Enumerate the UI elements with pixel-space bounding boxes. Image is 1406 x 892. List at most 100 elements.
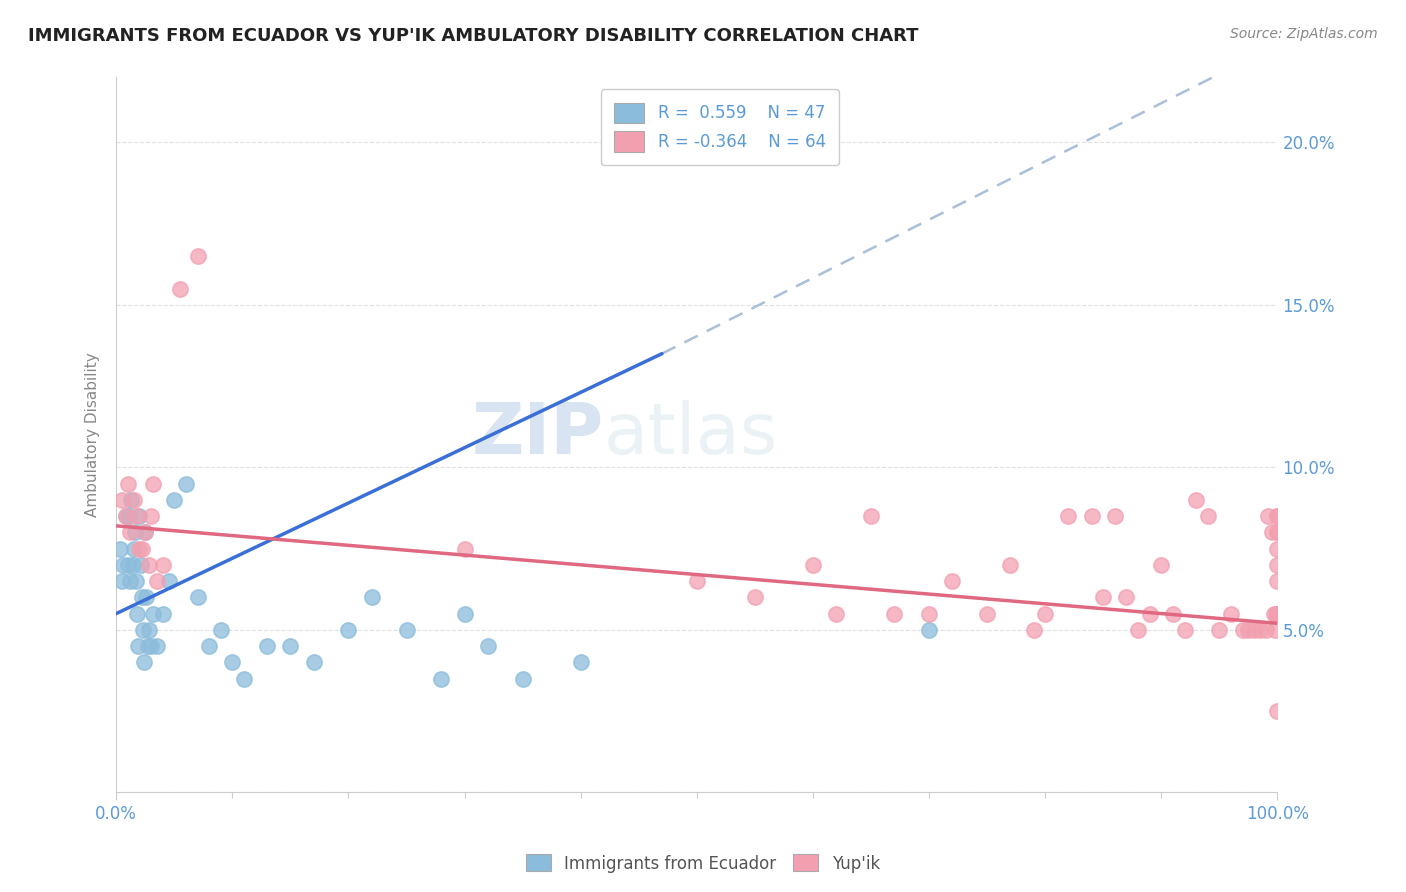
Point: [152, 607, 174, 621]
Text: Source: ZipAtlas.com: Source: ZipAtlas.com: [1230, 27, 1378, 41]
Point: [453, 541, 475, 556]
Legend: Immigrants from Ecuador, Yup'ik: Immigrants from Ecuador, Yup'ik: [519, 847, 887, 880]
Point: [221, 656, 243, 670]
Point: [1263, 607, 1285, 621]
Point: [1139, 607, 1161, 621]
Point: [129, 558, 152, 572]
Point: [453, 607, 475, 621]
Y-axis label: Ambulatory Disability: Ambulatory Disability: [86, 352, 100, 517]
Point: [120, 525, 142, 540]
Point: [512, 672, 534, 686]
Point: [142, 607, 165, 621]
Point: [117, 476, 139, 491]
Point: [127, 639, 149, 653]
Point: [256, 639, 278, 653]
Point: [1260, 525, 1282, 540]
Point: [127, 509, 149, 524]
Point: [152, 558, 174, 572]
Point: [139, 639, 162, 653]
Point: [918, 607, 941, 621]
Point: [128, 541, 150, 556]
Point: [146, 574, 169, 588]
Point: [121, 558, 143, 572]
Point: [131, 591, 153, 605]
Point: [801, 558, 824, 572]
Point: [302, 656, 325, 670]
Point: [1267, 525, 1289, 540]
Point: [1161, 607, 1184, 621]
Point: [1267, 607, 1289, 621]
Point: [209, 623, 232, 637]
Point: [142, 476, 165, 491]
Point: [686, 574, 709, 588]
Point: [1150, 558, 1173, 572]
Point: [111, 574, 134, 588]
Point: [125, 574, 148, 588]
Point: [1249, 623, 1271, 637]
Point: [569, 656, 592, 670]
Point: [1232, 623, 1254, 637]
Text: IMMIGRANTS FROM ECUADOR VS YUP'IK AMBULATORY DISABILITY CORRELATION CHART: IMMIGRANTS FROM ECUADOR VS YUP'IK AMBULA…: [28, 27, 918, 45]
Point: [1208, 623, 1230, 637]
Point: [128, 509, 150, 524]
Point: [118, 509, 141, 524]
Point: [174, 476, 197, 491]
Point: [1243, 623, 1265, 637]
Point: [1267, 525, 1289, 540]
Point: [1267, 607, 1289, 621]
Point: [198, 639, 221, 653]
Point: [1257, 509, 1279, 524]
Point: [1254, 623, 1277, 637]
Point: [108, 541, 131, 556]
Point: [1104, 509, 1126, 524]
Point: [395, 623, 418, 637]
Point: [1057, 509, 1080, 524]
Point: [1173, 623, 1195, 637]
Point: [1237, 623, 1260, 637]
Point: [117, 558, 139, 572]
Point: [1185, 492, 1208, 507]
Point: [859, 509, 882, 524]
Point: [1000, 558, 1022, 572]
Point: [124, 525, 146, 540]
Text: ZIP: ZIP: [471, 401, 605, 469]
Point: [1267, 509, 1289, 524]
Point: [233, 672, 256, 686]
Point: [883, 607, 905, 621]
Point: [1115, 591, 1137, 605]
Point: [1267, 541, 1289, 556]
Point: [134, 656, 156, 670]
Point: [976, 607, 998, 621]
Point: [477, 639, 499, 653]
Point: [1267, 574, 1289, 588]
Point: [138, 623, 160, 637]
Point: [134, 525, 156, 540]
Point: [337, 623, 360, 637]
Point: [187, 591, 209, 605]
Point: [163, 492, 186, 507]
Point: [1092, 591, 1115, 605]
Point: [1220, 607, 1243, 621]
Point: [127, 607, 149, 621]
Point: [1033, 607, 1056, 621]
Text: atlas: atlas: [605, 401, 779, 469]
Point: [146, 639, 169, 653]
Point: [120, 574, 142, 588]
Point: [1267, 558, 1289, 572]
Point: [157, 574, 180, 588]
Point: [111, 492, 134, 507]
Point: [122, 541, 145, 556]
Point: [122, 492, 145, 507]
Point: [1080, 509, 1102, 524]
Point: [918, 623, 941, 637]
Point: [114, 509, 136, 524]
Point: [744, 591, 766, 605]
Point: [825, 607, 848, 621]
Point: [1265, 607, 1288, 621]
Point: [138, 558, 160, 572]
Point: [941, 574, 963, 588]
Point: [1267, 607, 1289, 621]
Point: [134, 525, 156, 540]
Point: [139, 509, 162, 524]
Point: [430, 672, 453, 686]
